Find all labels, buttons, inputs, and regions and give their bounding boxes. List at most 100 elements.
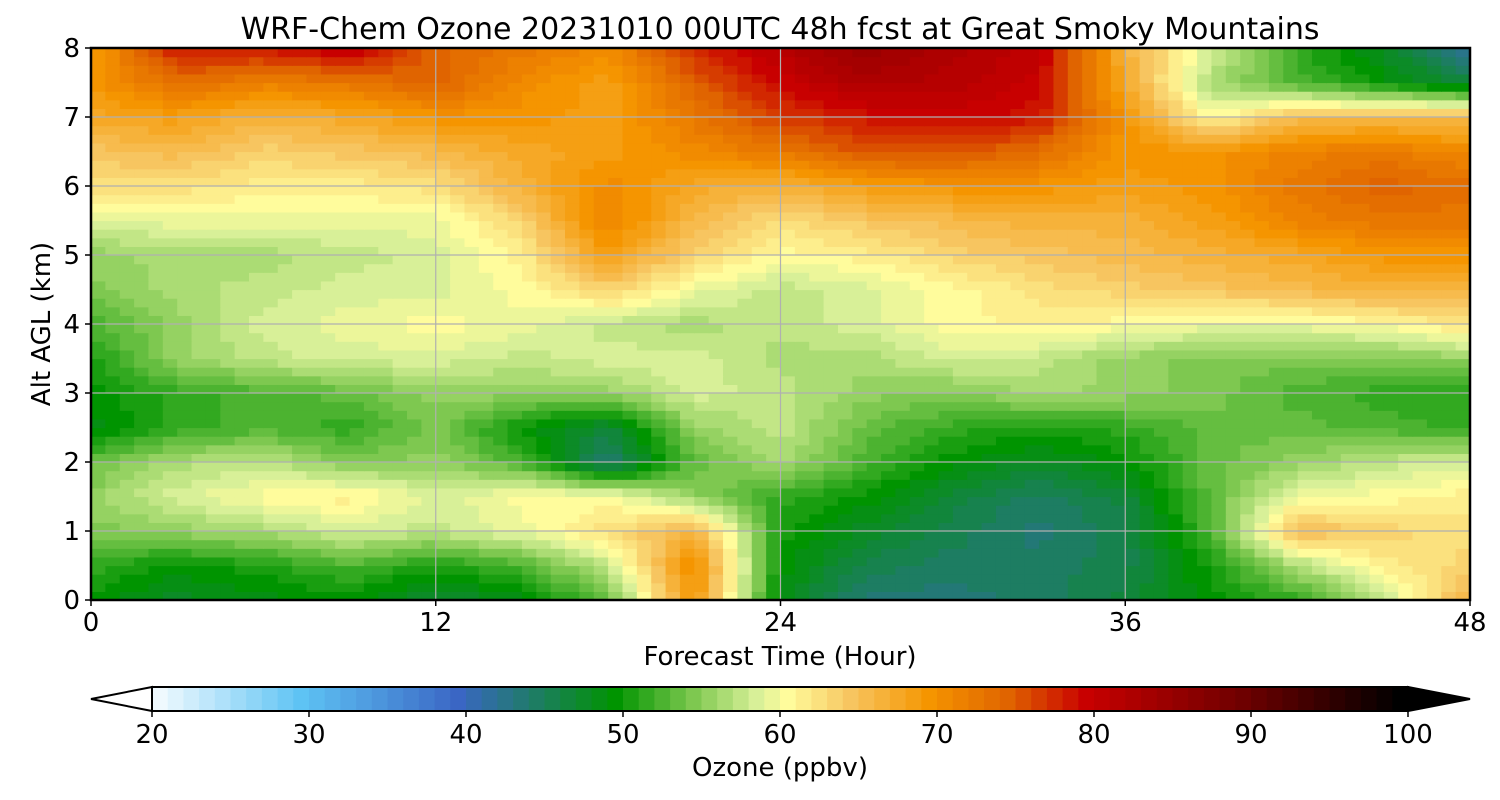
contour-cell bbox=[995, 255, 1011, 265]
contour-cell bbox=[780, 453, 796, 463]
contour-cell bbox=[1369, 582, 1385, 592]
contour-cell bbox=[1240, 565, 1256, 575]
contour-cell bbox=[967, 272, 983, 282]
contour-cell bbox=[148, 427, 164, 437]
contour-cell bbox=[435, 418, 451, 429]
contour-cell bbox=[1326, 246, 1342, 256]
contour-cell bbox=[1168, 229, 1184, 239]
contour-cell bbox=[952, 177, 968, 187]
contour-cell bbox=[1340, 556, 1356, 567]
contour-cell bbox=[1240, 539, 1256, 549]
contour-cell bbox=[292, 565, 308, 575]
contour-cell bbox=[234, 324, 250, 334]
contour-cell bbox=[306, 462, 322, 472]
contour-cell bbox=[119, 168, 135, 178]
contour-cell bbox=[1398, 151, 1414, 161]
contour-cell bbox=[565, 367, 580, 377]
contour-cell bbox=[1067, 367, 1083, 377]
contour-cell bbox=[306, 168, 322, 178]
contour-cell bbox=[823, 272, 839, 282]
contour-cell bbox=[1039, 401, 1055, 411]
contour-cell bbox=[234, 272, 250, 282]
contour-cell bbox=[694, 393, 710, 403]
contour-cell bbox=[1455, 436, 1470, 446]
contour-cell bbox=[550, 505, 566, 515]
contour-cell bbox=[1067, 539, 1083, 549]
contour-cell bbox=[536, 194, 552, 204]
contour-cell bbox=[119, 453, 135, 463]
contour-cell bbox=[1039, 186, 1055, 196]
contour-cell bbox=[794, 462, 810, 472]
contour-cell bbox=[435, 505, 451, 515]
contour-cell bbox=[234, 255, 250, 265]
contour-cell bbox=[1182, 280, 1198, 291]
contour-cell bbox=[723, 462, 738, 472]
contour-cell bbox=[392, 591, 408, 600]
contour-cell bbox=[694, 255, 710, 265]
contour-cell bbox=[1024, 453, 1040, 463]
contour-cell bbox=[220, 151, 236, 161]
contour-cell bbox=[249, 177, 264, 187]
contour-cell bbox=[191, 358, 207, 368]
contour-cell bbox=[565, 539, 580, 549]
contour-cell bbox=[737, 418, 753, 429]
contour-cell bbox=[1010, 324, 1026, 334]
contour-cell bbox=[349, 470, 365, 480]
contour-cell bbox=[421, 531, 437, 541]
contour-cell bbox=[1355, 375, 1371, 385]
contour-cell bbox=[521, 462, 537, 472]
contour-cell bbox=[1268, 401, 1284, 411]
contour-cell bbox=[608, 462, 624, 472]
contour-cell bbox=[1039, 237, 1055, 247]
contour-cell bbox=[478, 505, 494, 515]
contour-cell bbox=[837, 220, 853, 230]
contour-cell bbox=[162, 375, 178, 385]
contour-cell bbox=[1326, 332, 1342, 342]
contour-cell bbox=[866, 436, 882, 446]
contour-cell bbox=[1053, 582, 1069, 592]
contour-cell bbox=[1398, 384, 1414, 394]
contour-cell bbox=[1110, 401, 1126, 411]
contour-cell bbox=[363, 479, 379, 489]
contour-cell bbox=[852, 496, 868, 506]
contour-cell bbox=[363, 505, 379, 515]
contour-cell bbox=[536, 315, 552, 325]
contour-cell bbox=[1311, 186, 1327, 196]
contour-cell bbox=[708, 280, 724, 291]
contour-cell bbox=[263, 272, 279, 282]
contour-cell bbox=[938, 194, 954, 204]
contour-cell bbox=[651, 574, 667, 584]
contour-cell bbox=[205, 246, 221, 256]
contour-cell bbox=[335, 487, 351, 498]
contour-cell bbox=[579, 375, 595, 385]
contour-cell bbox=[723, 229, 738, 239]
contour-cell bbox=[924, 177, 940, 187]
contour-cell bbox=[220, 194, 236, 204]
contour-cell bbox=[450, 160, 466, 170]
contour-cell bbox=[191, 556, 207, 567]
contour-cell bbox=[1197, 263, 1213, 273]
contour-cell bbox=[866, 539, 882, 549]
contour-cell bbox=[1311, 203, 1327, 213]
contour-cell bbox=[119, 177, 135, 187]
contour-cell bbox=[320, 168, 336, 178]
contour-cell bbox=[981, 453, 997, 463]
contour-cell bbox=[1383, 263, 1399, 273]
contour-cell bbox=[1398, 186, 1414, 196]
contour-cell bbox=[205, 453, 221, 463]
contour-cell bbox=[751, 229, 767, 239]
contour-cell bbox=[1412, 332, 1428, 342]
contour-cell bbox=[1340, 263, 1356, 273]
contour-cell bbox=[435, 462, 451, 472]
contour-cell bbox=[407, 548, 422, 558]
contour-cell bbox=[593, 349, 609, 360]
contour-cell bbox=[105, 142, 121, 153]
contour-cell bbox=[407, 375, 422, 385]
contour-cell bbox=[866, 531, 882, 541]
contour-cell bbox=[191, 349, 207, 360]
contour-cell bbox=[995, 574, 1011, 584]
contour-cell bbox=[105, 306, 121, 316]
contour-cell bbox=[1283, 556, 1299, 567]
contour-cell bbox=[91, 341, 106, 351]
contour-cell bbox=[881, 255, 897, 265]
